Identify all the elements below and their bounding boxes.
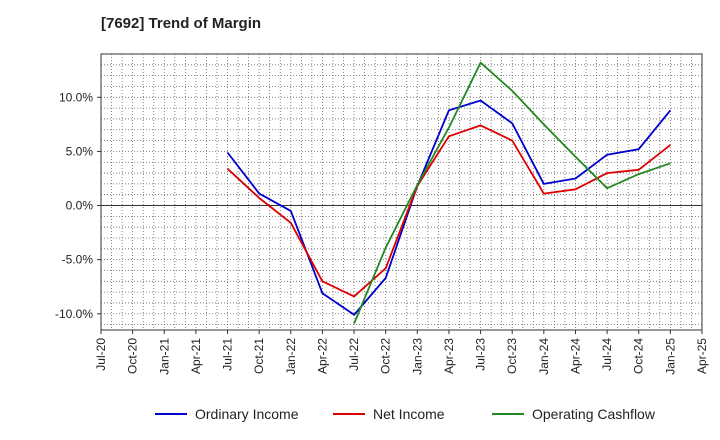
y-tick-label: -10.0%: [55, 307, 93, 321]
x-tick-label: Jan-21: [157, 338, 171, 375]
x-tick-label: Jul-22: [347, 338, 361, 371]
x-tick-label: Jul-21: [221, 338, 235, 371]
x-tick-label: Jul-20: [94, 338, 108, 371]
legend-label: Operating Cashflow: [532, 406, 656, 422]
x-tick-label: Jan-22: [284, 338, 298, 375]
series-line-ordinary-income: [226, 99, 672, 316]
y-tick-label: 5.0%: [66, 144, 94, 158]
x-tick-label: Jul-23: [474, 338, 488, 371]
x-tick-label: Apr-24: [568, 338, 582, 374]
x-tick-label: Oct-24: [632, 338, 646, 374]
x-tick-label: Oct-21: [252, 338, 266, 374]
series-line-operating-cashflow: [353, 61, 671, 324]
y-tick-label: 0.0%: [66, 199, 94, 213]
legend-label: Ordinary Income: [195, 406, 299, 422]
chart-title: [7692] Trend of Margin: [101, 15, 262, 32]
x-tick-label: Oct-22: [379, 338, 393, 374]
legend-label: Net Income: [373, 406, 445, 422]
plot-area: [101, 54, 702, 330]
x-tick-label: Oct-20: [126, 338, 140, 374]
x-tick-label: Apr-21: [189, 338, 203, 374]
x-tick-label: Jan-25: [663, 338, 677, 375]
x-tick-label: Apr-22: [315, 338, 329, 374]
y-tick-label: -5.0%: [62, 253, 94, 267]
x-tick-label: Jan-23: [410, 338, 424, 375]
x-tick-label: Oct-23: [505, 338, 519, 374]
x-tick-label: Jul-24: [600, 338, 614, 371]
x-tick-label: Jan-24: [537, 338, 551, 375]
x-tick-label: Apr-23: [442, 338, 456, 374]
plot-frame: [100, 53, 703, 331]
x-tick-label: Apr-25: [695, 338, 709, 374]
y-tick-label: 10.0%: [59, 90, 93, 104]
